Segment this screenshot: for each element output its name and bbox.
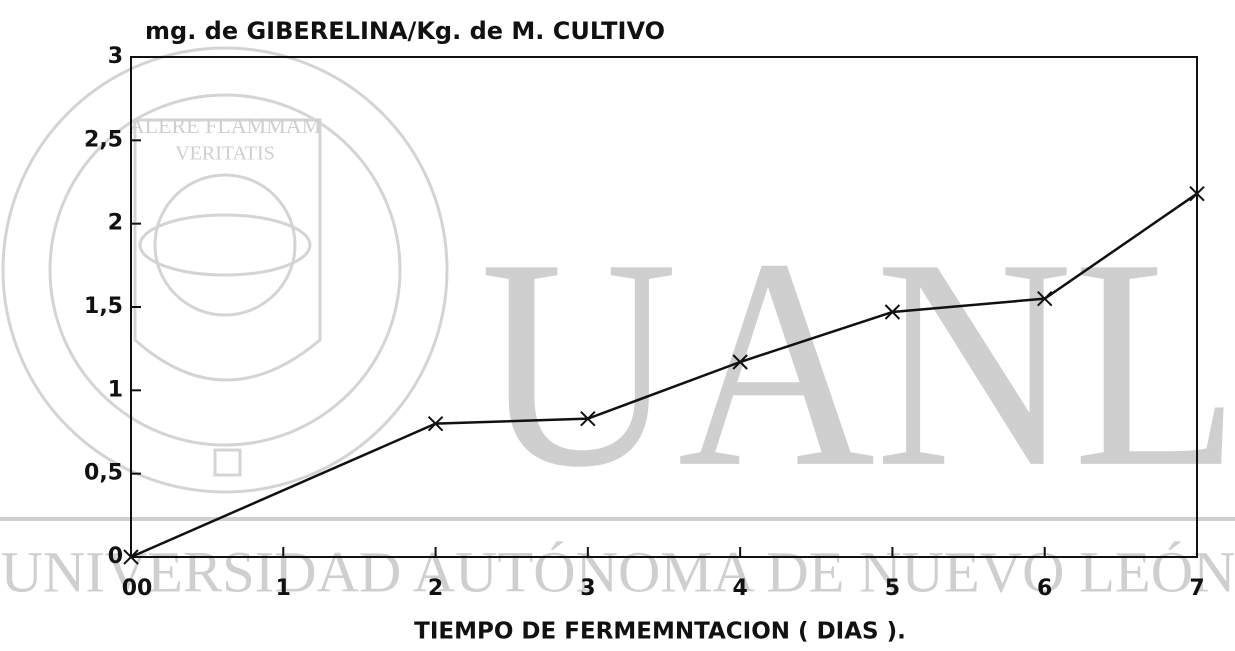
y-tick-label: 2,5 (84, 127, 123, 152)
watermark-caption: UNIVERSIDAD AUTÓNOMA DE NUEVO LEÓN (1, 539, 1235, 604)
x-tick-label: 7 (1189, 576, 1204, 601)
y-tick-label: 1,5 (84, 294, 123, 319)
watermark-motto: ALERE FLAMMAM (129, 113, 322, 138)
x-tick-label: 2 (428, 576, 443, 601)
y-tick-label: 2 (108, 211, 123, 236)
x-tick-label: 6 (1037, 576, 1052, 601)
x-tick-label: 1 (276, 576, 291, 601)
watermark-seal (1, 46, 449, 494)
point-marker (580, 410, 596, 427)
y-tick-label: 0 (108, 544, 123, 569)
point-marker (427, 415, 444, 432)
x-tick-label: 3 (580, 576, 595, 601)
point-marker (732, 354, 748, 370)
point-marker (884, 304, 901, 320)
point-marker (1189, 185, 1205, 202)
y-tick-label: 1 (108, 377, 123, 402)
point-marker (1037, 290, 1053, 307)
y-tick-label: 0,5 (84, 461, 123, 486)
point-marker (123, 549, 139, 565)
y-tick-label: 3 (108, 44, 123, 69)
x-tick-label: 00 (122, 576, 153, 601)
watermark-text: UANL (480, 197, 1235, 529)
chart-title: mg. de GIBERELINA/Kg. de M. CULTIVO (145, 17, 665, 45)
watermark-motto: VERITATIS (175, 143, 275, 165)
x-axis-label: TIEMPO DE FERMEMNTACION ( DIAS ). (414, 619, 906, 645)
x-tick-label: 4 (732, 576, 747, 601)
x-tick-label: 5 (885, 576, 900, 601)
